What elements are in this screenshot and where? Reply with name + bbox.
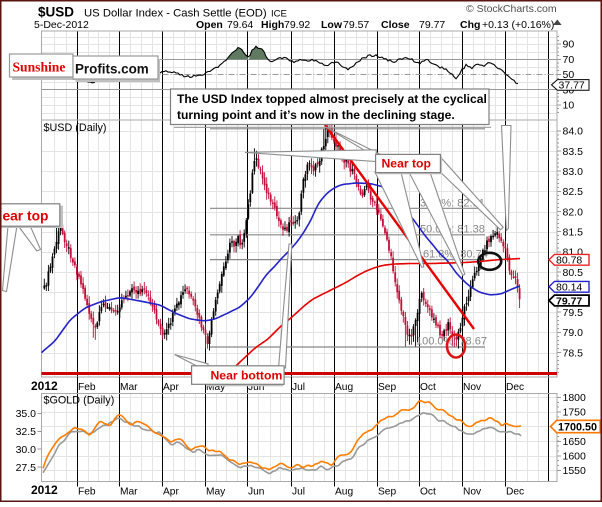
svg-text:Aug: Aug [335, 382, 353, 393]
svg-text:$USD (Daily): $USD (Daily) [44, 122, 107, 134]
svg-text:Near top: Near top [382, 157, 431, 171]
svg-text:10: 10 [563, 100, 575, 112]
svg-text:Close: Close [381, 19, 410, 31]
svg-text:82.0: 82.0 [563, 206, 584, 218]
svg-text:© StockCharts.com: © StockCharts.com [466, 3, 557, 15]
svg-text:Nov: Nov [463, 382, 482, 393]
svg-text:Jun: Jun [248, 487, 264, 498]
svg-text:79.5: 79.5 [563, 307, 584, 319]
svg-text:50.0%: 81.38: 50.0%: 81.38 [420, 224, 485, 236]
svg-text:82.5: 82.5 [563, 186, 584, 198]
svg-text:Feb: Feb [78, 382, 96, 393]
svg-text:Apr: Apr [163, 487, 179, 498]
svg-text:35.0: 35.0 [16, 408, 37, 420]
svg-text:Chg: Chg [460, 19, 480, 31]
svg-text:79.64: 79.64 [227, 19, 253, 31]
svg-text:79.0: 79.0 [563, 327, 584, 339]
svg-text:turning point and it’s now in: turning point and it’s now in the declin… [177, 108, 455, 122]
svg-text:37.77: 37.77 [559, 80, 585, 92]
svg-text:80.14: 80.14 [556, 282, 582, 294]
svg-text:2012: 2012 [31, 379, 58, 393]
svg-text:80.78: 80.78 [556, 255, 582, 267]
svg-text:1550: 1550 [563, 465, 587, 477]
svg-text:Oct: Oct [420, 487, 436, 498]
svg-text:ICE: ICE [271, 9, 287, 20]
svg-text:1750: 1750 [563, 407, 587, 419]
svg-text:Profits.com: Profits.com [75, 62, 149, 77]
svg-text:100.0%: 78.67: 100.0%: 78.67 [416, 336, 487, 348]
svg-text:32.5: 32.5 [16, 426, 37, 438]
svg-text:Open: Open [196, 19, 223, 31]
svg-text:Feb: Feb [78, 487, 96, 498]
svg-text:Mar: Mar [120, 382, 138, 393]
svg-text:79.57: 79.57 [343, 19, 369, 31]
svg-text:81.5: 81.5 [563, 227, 584, 239]
svg-text:The USD Index topped almost pr: The USD Index topped almost precisely at… [177, 92, 487, 106]
svg-text:70: 70 [563, 54, 575, 66]
svg-text:High: High [261, 19, 284, 31]
svg-text:Sep: Sep [378, 487, 396, 498]
svg-text:90: 90 [563, 39, 575, 51]
svg-text:79.77: 79.77 [556, 295, 582, 307]
svg-text:Aug: Aug [335, 487, 353, 498]
svg-text:Jul: Jul [292, 382, 305, 393]
svg-text:US Dollar Index - Cash Settle: US Dollar Index - Cash Settle (EOD) [84, 8, 267, 20]
svg-text:Jul: Jul [292, 487, 305, 498]
svg-text:79.92: 79.92 [284, 19, 310, 31]
svg-text:2012: 2012 [31, 483, 58, 497]
svg-text:1700.50: 1700.50 [558, 422, 597, 434]
svg-text:$USD: $USD [38, 5, 74, 20]
svg-text:May: May [206, 487, 226, 498]
svg-text:79.77: 79.77 [419, 19, 445, 31]
svg-text:84.0: 84.0 [563, 126, 584, 138]
svg-text:1800: 1800 [563, 392, 587, 404]
svg-text:1600: 1600 [563, 451, 587, 463]
svg-text:Mar: Mar [120, 487, 138, 498]
svg-text:Oct: Oct [420, 382, 436, 393]
svg-text:27.5: 27.5 [16, 462, 37, 474]
svg-text:May: May [206, 382, 226, 393]
svg-text:Near bottom: Near bottom [211, 369, 283, 383]
svg-text:Dec: Dec [506, 382, 524, 393]
svg-text:+0.13 (+0.16%): +0.13 (+0.16%) [482, 19, 554, 31]
svg-text:Sep: Sep [378, 382, 396, 393]
svg-text:Near top: Near top [0, 209, 48, 224]
svg-text:Low: Low [321, 19, 343, 31]
svg-text:80.5: 80.5 [563, 267, 584, 279]
svg-text:50: 50 [563, 69, 575, 81]
svg-text:78.5: 78.5 [563, 347, 584, 359]
svg-text:30.0: 30.0 [16, 444, 37, 456]
svg-text:83.0: 83.0 [563, 166, 584, 178]
svg-text:Jun: Jun [248, 382, 264, 393]
svg-text:5-Dec-2012: 5-Dec-2012 [34, 19, 89, 31]
svg-text:$GOLD (Daily): $GOLD (Daily) [44, 395, 115, 407]
svg-text:83.5: 83.5 [563, 146, 584, 158]
svg-text:Apr: Apr [163, 382, 179, 393]
svg-text:1650: 1650 [563, 436, 587, 448]
svg-text:Dec: Dec [506, 487, 524, 498]
svg-text:Nov: Nov [463, 487, 482, 498]
svg-text:Sunshine: Sunshine [13, 60, 66, 75]
